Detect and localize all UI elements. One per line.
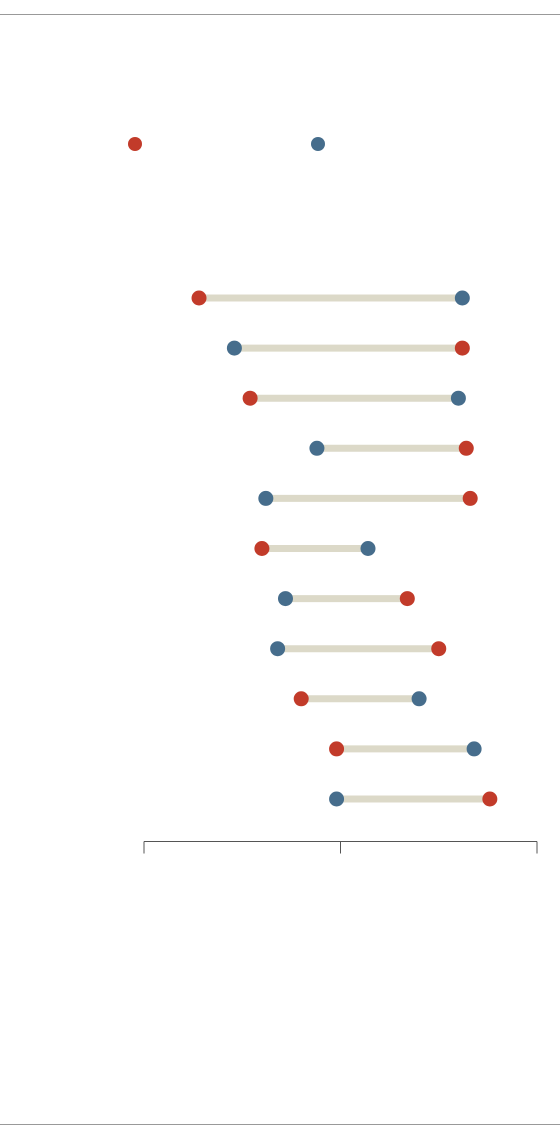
- dot: [254, 541, 270, 556]
- dot: [431, 641, 447, 657]
- legend-swatch: [128, 137, 142, 151]
- dot: [411, 691, 427, 707]
- dot: [462, 490, 478, 506]
- dot: [242, 390, 258, 406]
- dot: [360, 541, 376, 556]
- legend-swatch: [311, 137, 325, 151]
- dot: [258, 490, 274, 506]
- dot: [277, 591, 293, 607]
- dot: [458, 440, 474, 456]
- dot: [450, 390, 466, 406]
- dot: [191, 290, 207, 306]
- dot: [399, 591, 415, 607]
- dot: [226, 340, 242, 356]
- dot: [329, 741, 345, 757]
- dot: [309, 440, 325, 456]
- dot: [293, 691, 309, 707]
- dot: [270, 641, 286, 657]
- dot: [329, 791, 345, 807]
- dot: [454, 340, 470, 356]
- dot: [454, 290, 470, 306]
- dot: [466, 741, 482, 757]
- dot: [482, 791, 498, 807]
